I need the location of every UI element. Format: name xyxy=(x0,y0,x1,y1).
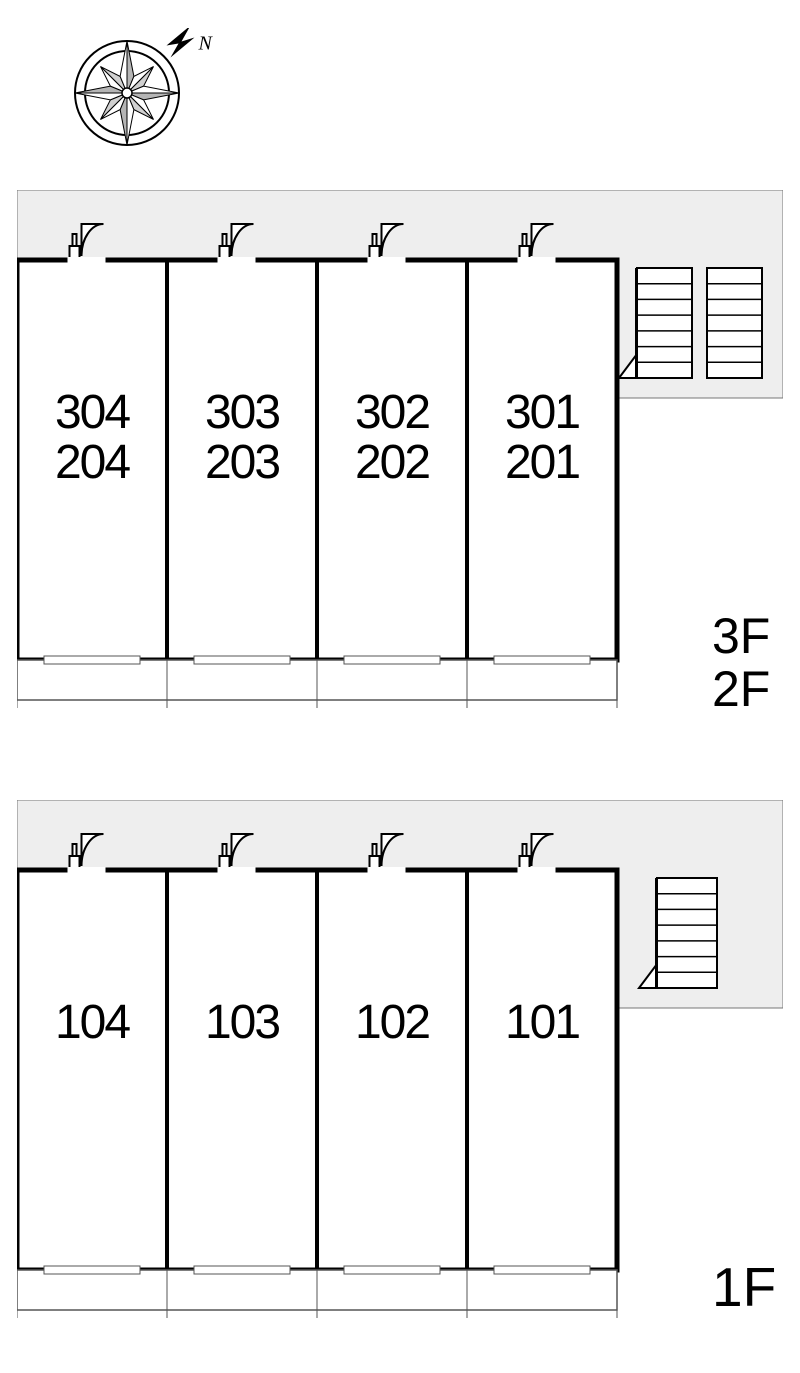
unit-number: 102 xyxy=(317,998,467,1048)
unit-number: 203 xyxy=(167,438,317,488)
unit-number: 202 xyxy=(317,438,467,488)
compass-icon: N xyxy=(62,28,252,158)
unit-label: 101 xyxy=(467,998,617,1048)
unit-number: 101 xyxy=(467,998,617,1048)
unit-label: 301201 xyxy=(467,388,617,489)
floorplan-upper: 3042043032033022023012013F2F xyxy=(17,190,783,710)
unit-label: 302202 xyxy=(317,388,467,489)
unit-number: 304 xyxy=(17,388,167,438)
unit-label: 303203 xyxy=(167,388,317,489)
compass-north-label: N xyxy=(197,33,213,55)
floor-label: 3F xyxy=(712,607,770,665)
unit-number: 201 xyxy=(467,438,617,488)
unit-number: 204 xyxy=(17,438,167,488)
unit-label: 304204 xyxy=(17,388,167,489)
unit-number: 301 xyxy=(467,388,617,438)
unit-number: 302 xyxy=(317,388,467,438)
unit-label: 104 xyxy=(17,998,167,1048)
unit-number: 303 xyxy=(167,388,317,438)
floor-label: 2F xyxy=(712,660,770,718)
unit-label: 103 xyxy=(167,998,317,1048)
floorplan-lower: 104103102101 1F xyxy=(17,800,783,1320)
floor-label: 1F xyxy=(712,1255,776,1319)
unit-number: 104 xyxy=(17,998,167,1048)
unit-number: 103 xyxy=(167,998,317,1048)
unit-label: 102 xyxy=(317,998,467,1048)
